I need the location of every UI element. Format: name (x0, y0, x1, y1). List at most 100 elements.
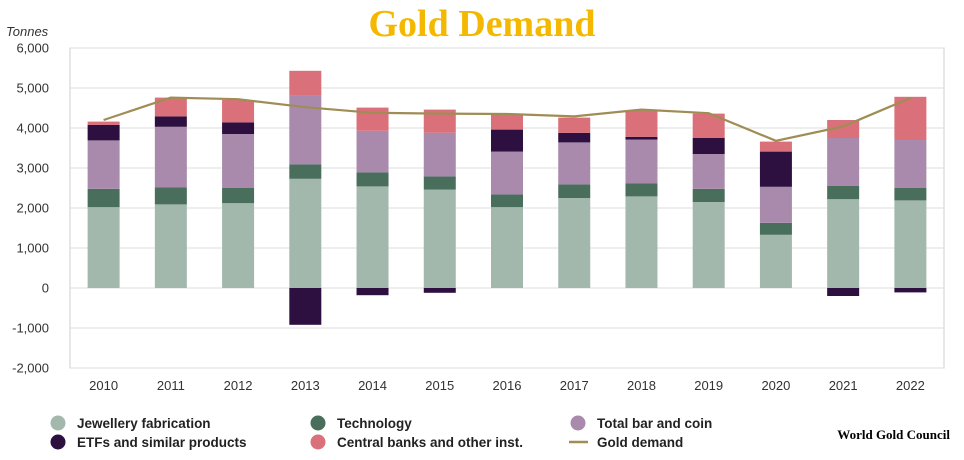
y-axis-label: Tonnes (6, 24, 49, 39)
bar-etfs-and-similar-products-2013 (289, 288, 322, 325)
legend-label-jewellery-fabrication: Jewellery fabrication (77, 416, 211, 431)
bar-etfs-and-similar-products-2021 (827, 288, 860, 296)
x-axis-ticks: 2010 2011 2012 2013 2014 2015 2016 2017 2018 2019… (89, 378, 925, 393)
x-tick-label-2014: 2014 (358, 378, 387, 393)
x-tick-label-2016: 2016 (493, 378, 522, 393)
bar-jewellery-fabrication-2010 (87, 207, 120, 288)
bar-etfs-and-similar-products-2010 (87, 124, 120, 141)
bar-jewellery-fabrication-2011 (154, 204, 187, 288)
source-credit: World Gold Council (837, 427, 950, 442)
legend-label-central-banks-and-other-inst: Central banks and other inst. (337, 435, 523, 450)
bar-etfs-and-similar-products-2018 (625, 136, 658, 140)
bar-total-bar-and-coin-2022 (894, 140, 927, 188)
bar-total-bar-and-coin-2020 (759, 186, 792, 223)
bar-technology-2013 (289, 164, 322, 179)
bar-central-banks-and-other-inst-2013 (289, 70, 322, 96)
x-tick-label-2012: 2012 (224, 378, 253, 393)
bar-total-bar-and-coin-2015 (423, 132, 456, 177)
bar-central-banks-and-other-inst-2017 (558, 117, 591, 133)
bar-total-bar-and-coin-2018 (625, 139, 658, 184)
gold-demand-line (103, 96, 911, 142)
y-tick-label: 2,000 (16, 201, 49, 216)
bar-central-banks-and-other-inst-2020 (759, 141, 792, 152)
bar-jewellery-fabrication-2015 (423, 189, 456, 288)
bar-total-bar-and-coin-2014 (356, 130, 389, 173)
bar-central-banks-and-other-inst-2022 (894, 96, 927, 140)
bar-central-banks-and-other-inst-2012 (222, 100, 255, 123)
y-tick-label: 4,000 (16, 121, 49, 136)
bar-total-bar-and-coin-2019 (692, 154, 725, 189)
x-tick-label-2015: 2015 (425, 378, 454, 393)
y-tick-label: 3,000 (16, 161, 49, 176)
chart-title: Gold Demand (368, 3, 596, 45)
bar-etfs-and-similar-products-2011 (154, 116, 187, 127)
x-tick-label-2018: 2018 (627, 378, 656, 393)
bar-jewellery-fabrication-2019 (692, 202, 725, 288)
bar-central-banks-and-other-inst-2010 (87, 121, 120, 125)
y-tick-label: -2,000 (12, 361, 49, 376)
bar-technology-2019 (692, 188, 725, 202)
bar-central-banks-and-other-inst-2021 (827, 120, 860, 138)
bar-technology-2016 (491, 194, 523, 208)
x-tick-label-2020: 2020 (761, 378, 790, 393)
legend-swatch-technology (310, 415, 326, 431)
bar-etfs-and-similar-products-2022 (894, 288, 927, 293)
x-tick-label-2013: 2013 (291, 378, 320, 393)
bar-total-bar-and-coin-2012 (222, 134, 255, 188)
bar-jewellery-fabrication-2020 (759, 234, 792, 288)
bar-etfs-and-similar-products-2015 (423, 288, 456, 293)
legend-label-technology: Technology (337, 416, 412, 431)
bar-central-banks-and-other-inst-2015 (423, 109, 456, 133)
bar-technology-2010 (87, 188, 120, 208)
y-tick-label: 1,000 (16, 241, 49, 256)
legend-swatch-jewellery-fabrication (50, 415, 66, 431)
gold-demand-line-layer (103, 96, 911, 142)
bar-technology-2014 (356, 172, 389, 187)
y-axis-ticks: -2,000 -1,000 0 1,000 2,000 3,000 4,000 5,000 6,… (12, 41, 49, 376)
bar-total-bar-and-coin-2010 (87, 140, 120, 189)
x-tick-label-2011: 2011 (157, 378, 185, 393)
bar-jewellery-fabrication-2014 (356, 186, 389, 288)
y-tick-label: 5,000 (16, 81, 49, 96)
bar-technology-2018 (625, 183, 658, 197)
x-tick-label-2022: 2022 (896, 378, 925, 393)
y-tick-label: 6,000 (16, 41, 49, 56)
bar-jewellery-fabrication-2021 (827, 199, 860, 288)
bar-jewellery-fabrication-2022 (894, 200, 927, 288)
bar-stacks (87, 70, 927, 325)
bar-total-bar-and-coin-2016 (491, 151, 523, 195)
bar-etfs-and-similar-products-2017 (558, 132, 591, 143)
bar-total-bar-and-coin-2017 (558, 142, 591, 185)
bar-technology-2011 (154, 187, 187, 205)
legend-swatch-etfs-and-similar-products (50, 434, 66, 450)
legend: Jewellery fabrication Technology Total bar… (50, 415, 712, 450)
y-tick-label: -1,000 (12, 321, 49, 336)
bar-jewellery-fabrication-2016 (491, 207, 523, 288)
bar-technology-2020 (759, 222, 792, 235)
bar-jewellery-fabrication-2013 (289, 178, 322, 288)
x-tick-label-2019: 2019 (694, 378, 723, 393)
bar-central-banks-and-other-inst-2016 (491, 114, 523, 130)
bar-etfs-and-similar-products-2019 (692, 138, 725, 154)
legend-swatch-central-banks-and-other-inst (310, 434, 326, 450)
bar-central-banks-and-other-inst-2018 (625, 110, 658, 137)
x-tick-label-2010: 2010 (89, 378, 118, 393)
bar-central-banks-and-other-inst-2011 (154, 97, 187, 117)
y-tick-label: 0 (42, 281, 49, 296)
bar-jewellery-fabrication-2017 (558, 198, 591, 288)
bar-jewellery-fabrication-2012 (222, 203, 255, 288)
x-tick-label-2017: 2017 (560, 378, 589, 393)
x-tick-label-2021: 2021 (829, 378, 858, 393)
bar-total-bar-and-coin-2021 (827, 138, 860, 186)
bar-etfs-and-similar-products-2020 (759, 151, 792, 187)
bar-technology-2012 (222, 188, 255, 204)
bar-jewellery-fabrication-2018 (625, 196, 658, 288)
bar-total-bar-and-coin-2011 (154, 126, 187, 188)
legend-label-total-bar-and-coin: Total bar and coin (597, 416, 712, 431)
bar-technology-2021 (827, 186, 860, 200)
legend-label-etfs-and-similar-products: ETFs and similar products (77, 435, 247, 450)
bar-technology-2017 (558, 184, 591, 198)
bar-etfs-and-similar-products-2012 (222, 122, 255, 134)
bar-etfs-and-similar-products-2016 (491, 129, 523, 152)
